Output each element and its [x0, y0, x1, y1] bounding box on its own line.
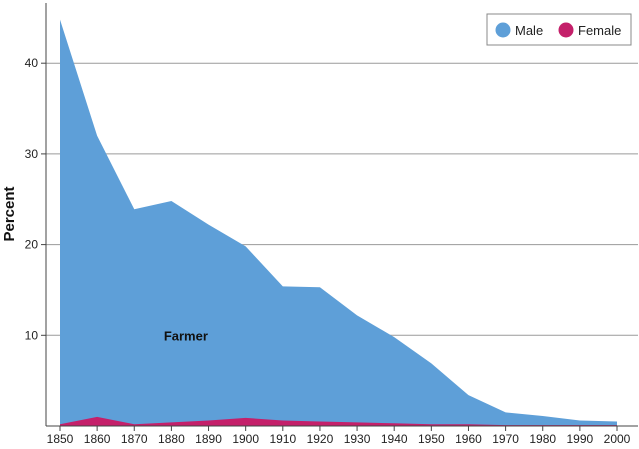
- x-tick-label-1970: 1970: [492, 432, 519, 446]
- legend-swatch-female: [558, 22, 574, 38]
- legend-swatch-male: [495, 22, 511, 38]
- y-tick-label-40: 40: [25, 56, 39, 70]
- x-tick-label-1980: 1980: [529, 432, 556, 446]
- annotation-farmer: Farmer: [164, 328, 208, 343]
- y-tick-label-30: 30: [25, 147, 39, 161]
- x-tick-label-1870: 1870: [121, 432, 148, 446]
- x-tick-label-2000: 2000: [604, 432, 631, 446]
- legend: Male Female: [486, 13, 632, 46]
- area-layer: [60, 19, 617, 426]
- area-female: [60, 416, 617, 426]
- x-tick-label-1900: 1900: [232, 432, 259, 446]
- x-tick-label-1960: 1960: [455, 432, 482, 446]
- x-tick-label-1930: 1930: [344, 432, 371, 446]
- legend-label-female: Female: [578, 23, 621, 38]
- x-tick-label-1880: 1880: [158, 432, 185, 446]
- annotations: Farmer: [164, 328, 208, 343]
- x-tick-label-1950: 1950: [418, 432, 445, 446]
- y-tick-label-20: 20: [25, 238, 39, 252]
- legend-label-male: Male: [515, 23, 543, 38]
- axes: 10 20 30 40 1850 1860 1870 1880 1890 1900 1910 1920…: [25, 3, 638, 446]
- x-tick-label-1860: 1860: [84, 432, 111, 446]
- area-male: [60, 19, 617, 426]
- x-tick-label-1990: 1990: [567, 432, 594, 446]
- y-axis-label: Percent: [1, 186, 18, 241]
- x-tick-label-1850: 1850: [47, 432, 74, 446]
- x-tick-label-1890: 1890: [195, 432, 222, 446]
- x-tick-label-1940: 1940: [381, 432, 408, 446]
- y-tick-label-10: 10: [25, 328, 39, 342]
- x-tick-label-1920: 1920: [307, 432, 334, 446]
- x-tick-label-1910: 1910: [269, 432, 296, 446]
